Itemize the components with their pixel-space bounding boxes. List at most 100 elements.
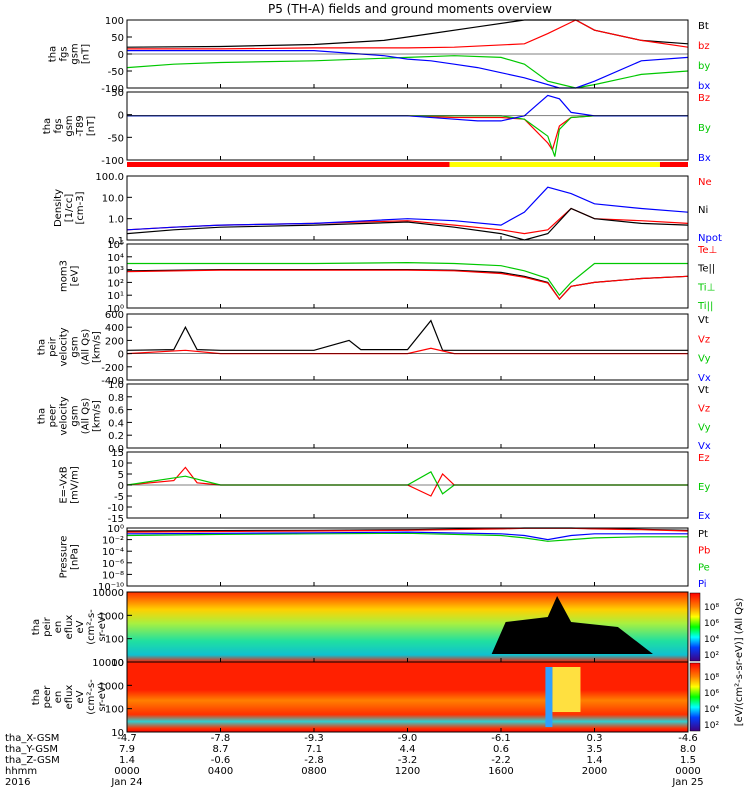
y-axis-label-5-4: (All Qs) [81, 398, 92, 435]
colorbar-ion-tick-3: 10² [704, 651, 719, 661]
legend-7-2: Pe [698, 562, 710, 573]
x-row-label-0: tha_X-GSM [5, 733, 59, 744]
x-axis-value-5-0: 0.3 [587, 733, 603, 744]
y-tick-label-2-0: 100.0 [95, 172, 124, 183]
colorbar-label: [eV/(cm²-s-sr-eV)] (All Qs) [734, 598, 745, 727]
y-tick-label-8-2: 100 [105, 635, 124, 646]
legend-1-0: Bz [698, 93, 710, 104]
series-line-20 [126, 531, 688, 541]
y-axis-label-9-5: (cm²-s- [86, 679, 97, 715]
y-tick-label-5-3: 0.4 [108, 418, 124, 429]
y-tick-label-6-1: 10 [111, 459, 124, 470]
y-axis-label-0-3: [nT] [81, 44, 92, 64]
x-axis-value-2-2: -2.8 [304, 755, 324, 766]
x-row-label-3: hhmm [5, 766, 37, 777]
y-tick-label-4-3: 0 [118, 350, 124, 361]
chart-title: P5 (TH-A) fields and ground moments over… [268, 2, 552, 16]
colorbar-electron-tick-0: 10⁸ [704, 673, 719, 683]
y-axis-label-9-6: sr-eV) [97, 682, 108, 711]
legend-7-3: Pi [698, 579, 707, 590]
legend-3-1: Te|| [697, 264, 715, 275]
legend-0-0: Bt [698, 21, 709, 32]
legend-4-0: Vt [698, 315, 709, 326]
series-line-7 [126, 207, 689, 235]
x-axis-value-3-1: 4.4 [400, 744, 416, 755]
y-tick-label-4-5: -400 [101, 376, 124, 387]
series-line-12 [126, 269, 689, 301]
y-axis-label-5-1: peer [48, 404, 59, 428]
y-axis-label-5-2: velocity [59, 396, 70, 435]
series-line-5 [127, 115, 688, 157]
y-tick-label-5-2: 0.6 [108, 406, 124, 417]
x-row-label-4: 2016 [5, 777, 30, 788]
y-axis-label-5-3: gsm [70, 405, 81, 426]
electron-spectrogram-feature [552, 667, 581, 712]
legend-7-0: Pt [698, 529, 708, 540]
y-tick-label-4-1: 400 [105, 323, 124, 334]
legend-1-2: Bx [698, 153, 711, 164]
y-axis-label-7-1: [nPa] [70, 544, 81, 570]
legend-3-2: Ti⊥ [697, 282, 715, 293]
x-axis-value-5-2: 1.4 [587, 755, 603, 766]
x-row-label-1: tha_Y-GSM [5, 744, 58, 755]
legend-3-3: Ti|| [697, 301, 713, 312]
y-axis-label-9-3: eflux [64, 685, 75, 710]
legend-6-0: Ez [698, 453, 710, 464]
x-axis-value-0-3: 0000 [114, 766, 139, 777]
y-tick-label-2-3: 0.1 [108, 236, 124, 247]
y-tick-label-6-3: 0 [118, 481, 124, 492]
x-axis-value-1-1: 8.7 [213, 744, 229, 755]
y-axis-label-8-2: en [53, 621, 64, 634]
y-tick-label-7-1: 10⁻² [102, 536, 124, 547]
y-tick-label-0-0: 100 [105, 16, 124, 27]
y-tick-label-4-4: -200 [101, 363, 124, 374]
y-axis-label-4-0: tha [37, 339, 48, 355]
x-axis-value-5-3: 2000 [582, 766, 607, 777]
x-axis-value-1-2: -0.6 [211, 755, 231, 766]
y-tick-label-6-5: -10 [108, 503, 124, 514]
y-axis-label-4-3: gsm [70, 336, 81, 357]
y-axis-label-1-3: -T89 [75, 115, 86, 137]
y-tick-label-8-3: 10 [111, 658, 124, 669]
y-tick-label-8-0: 10000 [92, 588, 124, 599]
y-axis-label-1-2: gsm [64, 115, 75, 136]
legend-1-1: By [698, 123, 711, 134]
series-line-15 [126, 466, 688, 497]
x-row-label-2: tha_Z-GSM [5, 755, 60, 766]
panel-frame-2 [126, 175, 689, 241]
legend-0-2: by [698, 61, 710, 72]
legend-6-1: Ey [698, 482, 710, 493]
y-tick-label-4-2: 200 [105, 336, 124, 347]
panel-frame-4 [126, 313, 689, 381]
y-tick-label-0-2: 0 [118, 50, 124, 61]
status-bar-yellow [449, 162, 660, 167]
y-tick-label-5-0: 1.0 [108, 380, 124, 391]
legend-7-1: Pb [698, 546, 710, 557]
y-tick-label-9-2: 100 [105, 705, 124, 716]
y-tick-label-6-0: 15 [111, 448, 124, 459]
y-axis-label-3-0: mom3 [59, 260, 70, 292]
legend-2-2: Npot [698, 233, 722, 244]
y-axis-label-8-0: tha [31, 619, 42, 635]
y-tick-label-1-1: 0 [118, 111, 124, 122]
x-axis-value-6-0: -4.6 [678, 733, 698, 744]
x-axis-value-6-2: 1.5 [680, 755, 696, 766]
x-axis-value-6-1: 8.0 [680, 744, 696, 755]
y-axis-label-0-0: tha [48, 46, 59, 62]
series-line-4 [127, 115, 688, 152]
x-axis-value-2-1: 7.1 [306, 744, 322, 755]
y-axis-label-6-1: [mV/m] [70, 466, 81, 504]
y-tick-label-7-5: 10⁻¹⁰ [98, 582, 124, 593]
y-tick-label-3-4: 10¹ [107, 291, 124, 302]
y-tick-label-0-4: -100 [101, 84, 124, 95]
x-axis-value-0-1: 7.9 [119, 744, 135, 755]
series-line-3 [127, 49, 689, 89]
y-tick-label-3-5: 10⁰ [107, 304, 124, 315]
y-axis-label-8-3: eflux [64, 615, 75, 640]
x-axis-value-3-0: -9.0 [398, 733, 418, 744]
x-axis-value-0-2: 1.4 [119, 755, 135, 766]
y-axis-label-8-1: peir [42, 616, 53, 636]
y-tick-label-1-2: -50 [108, 133, 124, 144]
y-axis-label-3-1: [eV] [70, 266, 81, 287]
